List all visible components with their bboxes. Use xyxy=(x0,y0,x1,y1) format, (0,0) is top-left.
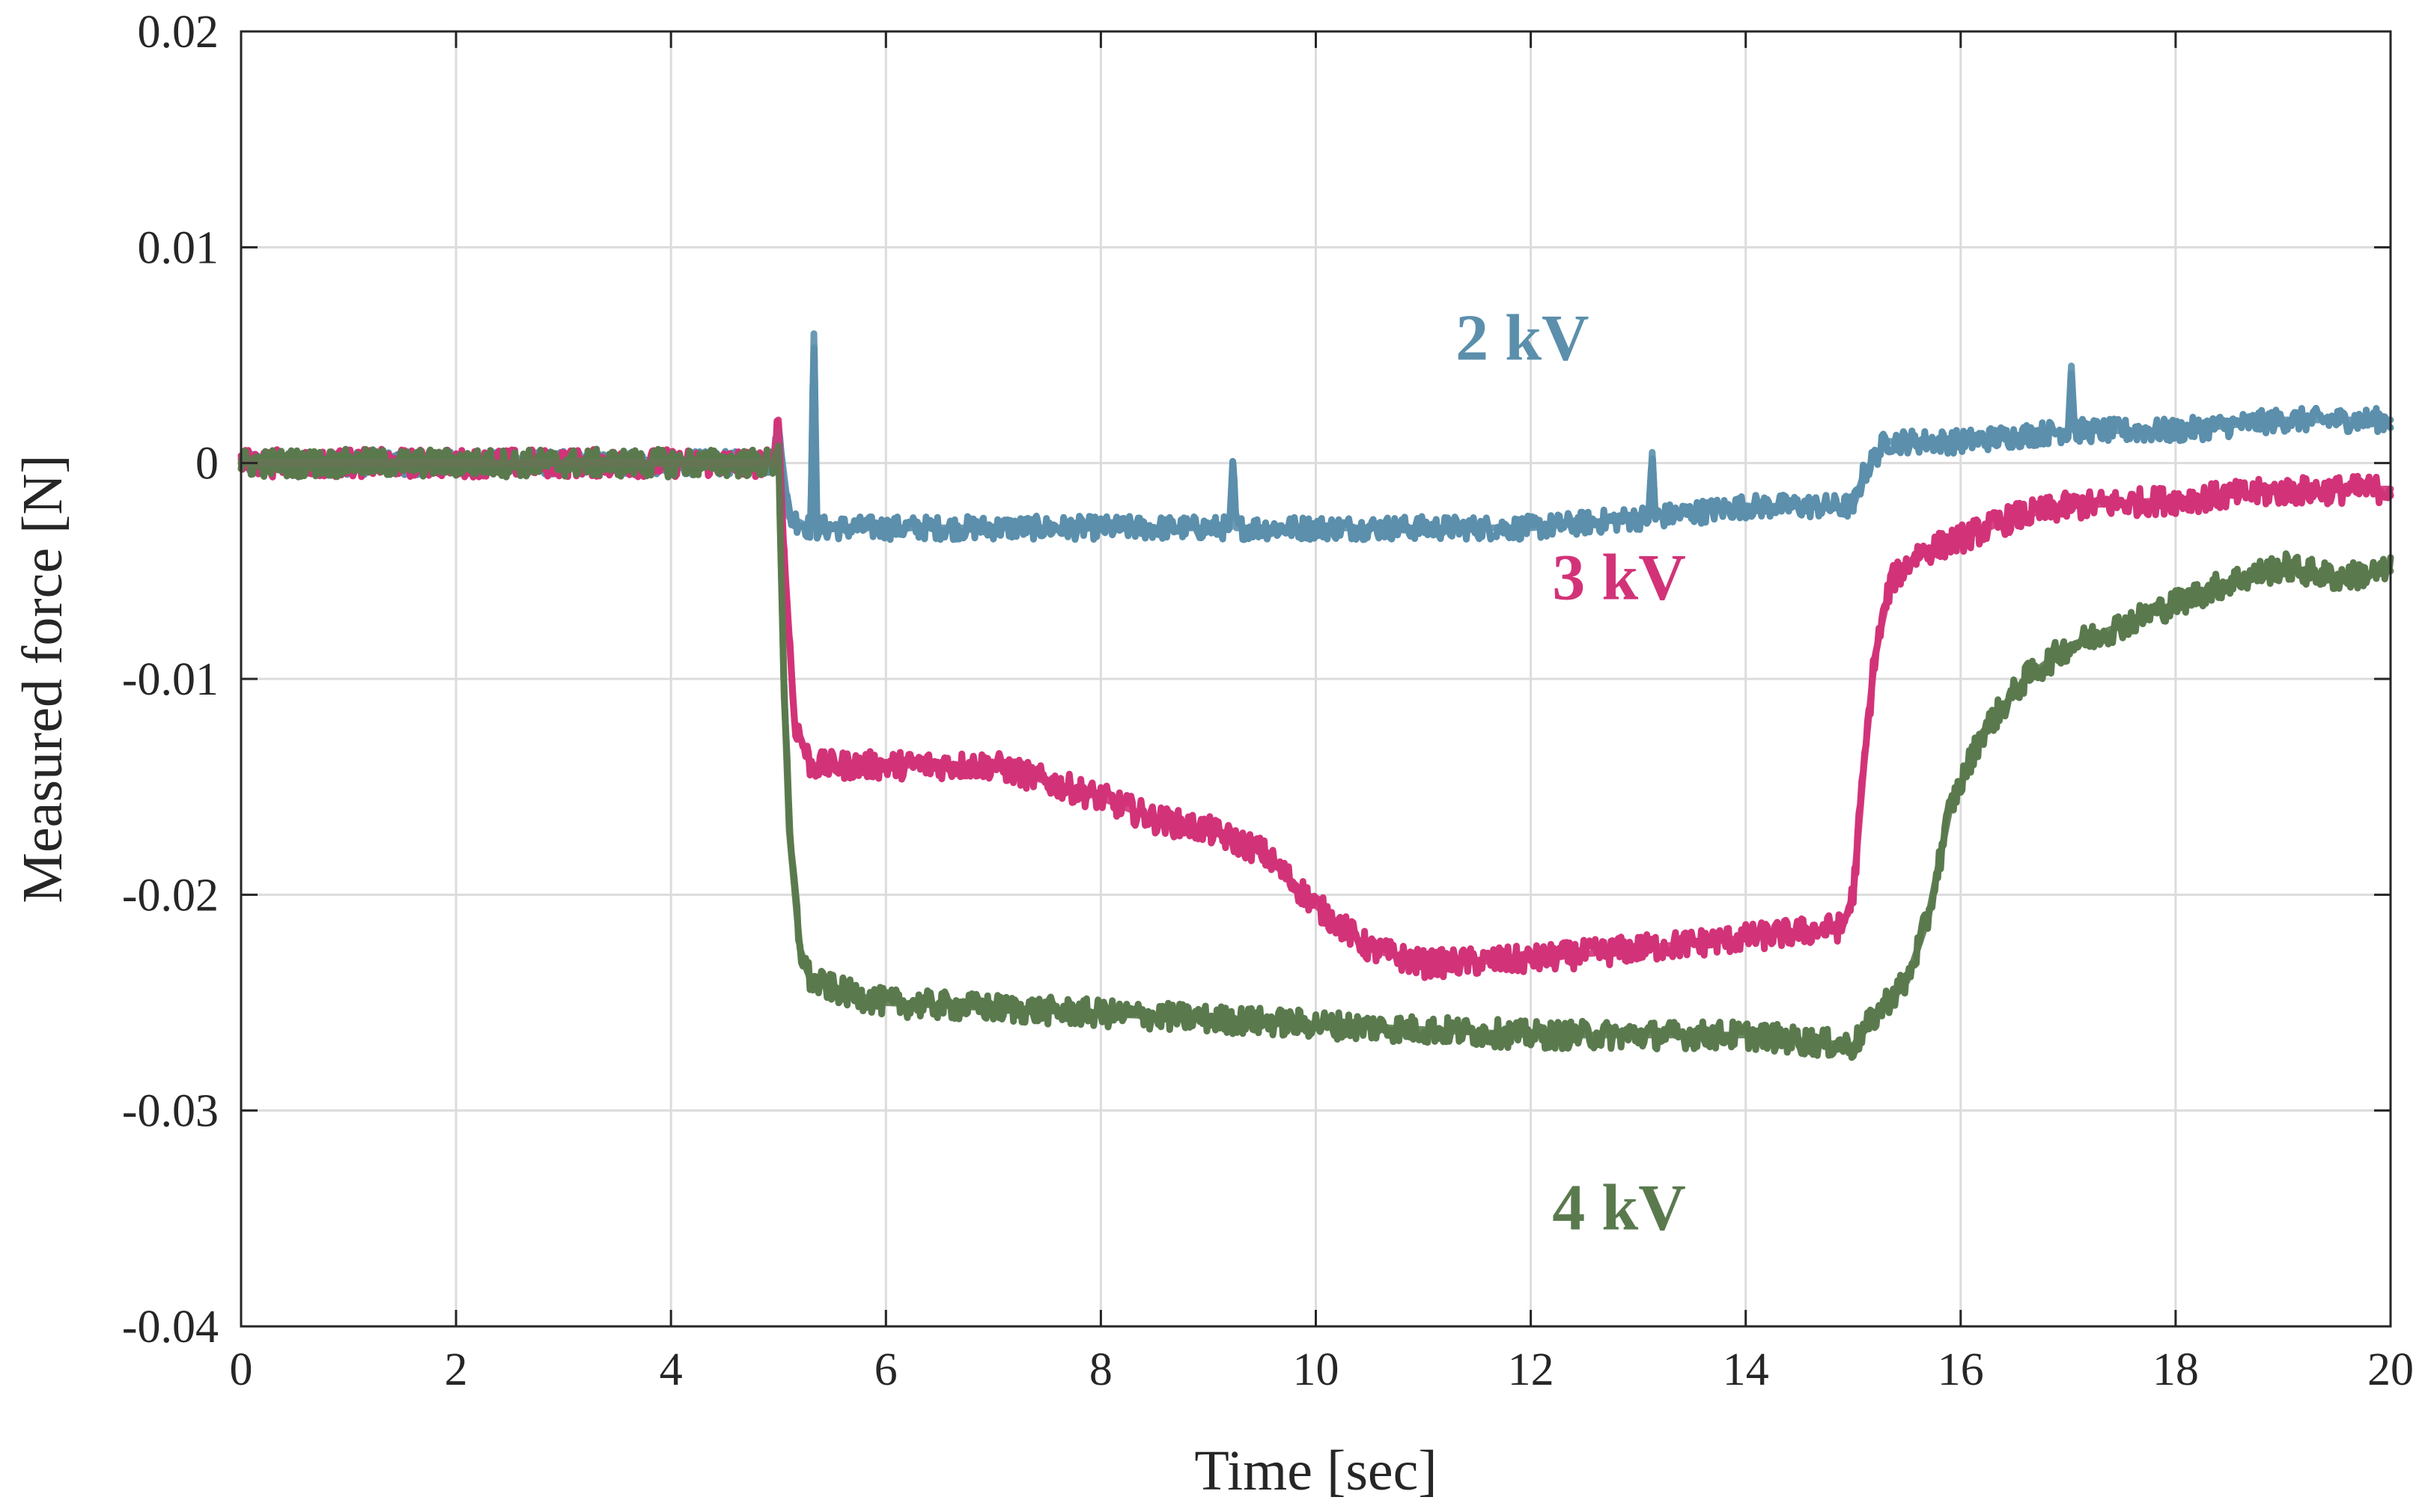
x-tick-label: 20 xyxy=(2367,1344,2414,1395)
series-label-1: 2 kV xyxy=(1455,302,1589,374)
series-trend-2 xyxy=(237,416,2394,968)
y-tick-label: -0.04 xyxy=(122,1302,219,1353)
x-tick-label: 16 xyxy=(1938,1344,1984,1395)
axis-ticks: 0 2 4 6 8 10 12 14 16 18 20 0.02 0.01 0 -0.01 -0.02 -0.0… xyxy=(122,7,2414,1395)
y-tick-label: 0.01 xyxy=(138,222,219,273)
series-trend-1 xyxy=(237,330,2394,531)
y-tick-label: -0.03 xyxy=(122,1086,219,1137)
y-tick-label: 0.02 xyxy=(138,7,219,58)
x-axis-title: Time [sec] xyxy=(1194,1439,1437,1502)
x-tick-label: 8 xyxy=(1089,1344,1113,1395)
x-tick-label: 12 xyxy=(1508,1344,1554,1395)
grid xyxy=(240,30,2392,1328)
y-tick-label: -0.01 xyxy=(122,654,219,705)
series-layer xyxy=(237,330,2394,1061)
y-axis-title: Measured force [N] xyxy=(11,454,74,903)
series-label-2: 3 kV xyxy=(1552,541,1686,614)
y-tick-label: 0 xyxy=(195,439,219,490)
series-line-3 xyxy=(237,434,2394,1061)
x-tick-label: 18 xyxy=(2152,1344,2199,1395)
x-tick-label: 6 xyxy=(874,1344,898,1395)
series-trend-3 xyxy=(237,442,2394,1049)
series-labels: 2 kV 3 kV 4 kV xyxy=(1455,302,1686,1244)
y-tick-label: -0.02 xyxy=(122,870,219,921)
x-tick-label: 0 xyxy=(230,1344,253,1395)
x-tick-label: 10 xyxy=(1293,1344,1339,1395)
x-tick-label: 4 xyxy=(660,1344,683,1395)
series-label-3: 4 kV xyxy=(1552,1171,1686,1244)
x-tick-label: 14 xyxy=(1723,1344,1769,1395)
x-tick-label: 2 xyxy=(445,1344,468,1395)
